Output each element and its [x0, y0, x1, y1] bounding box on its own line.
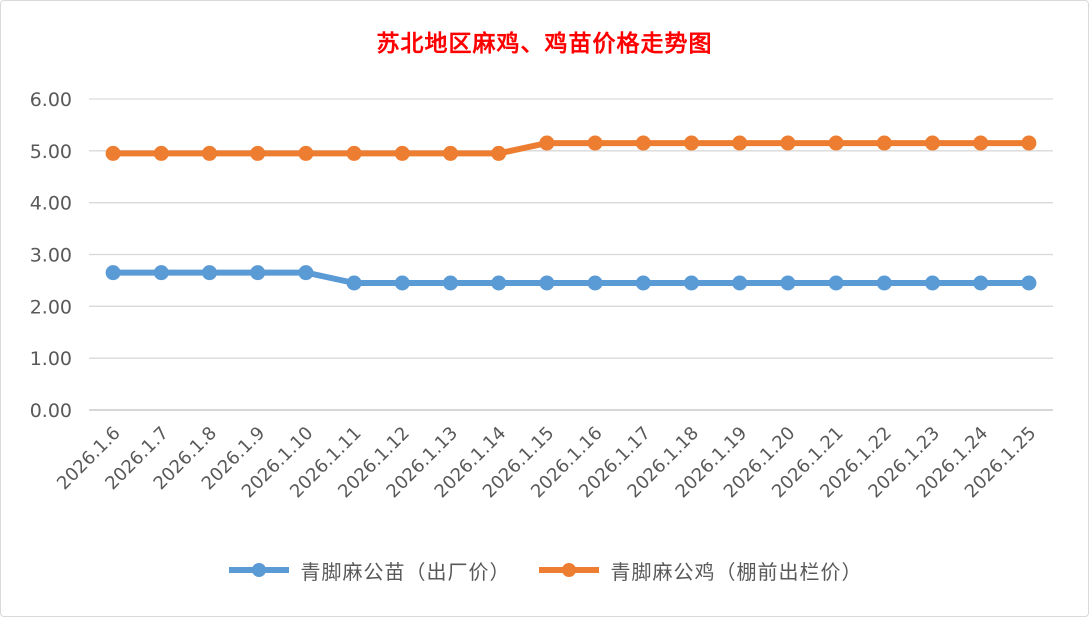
data-point-series-1[interactable]: [105, 265, 121, 281]
legend-label-series-2: 青脚麻公鸡（棚前出栏价）: [610, 559, 863, 584]
legend-label-series-1: 青脚麻公苗（出厂价）: [300, 559, 511, 584]
data-point-series-2[interactable]: [491, 145, 507, 161]
data-point-series-2[interactable]: [1021, 135, 1037, 151]
data-point-series-1[interactable]: [298, 265, 314, 281]
data-point-series-1[interactable]: [732, 275, 748, 291]
legend-marker-series-2: [538, 563, 599, 577]
legend-marker-series-1: [228, 563, 289, 577]
data-point-series-2[interactable]: [925, 135, 940, 151]
data-point-series-2[interactable]: [876, 135, 892, 151]
data-point-series-1[interactable]: [346, 275, 362, 291]
legend-item-series-1[interactable]: 青脚麻公苗（出厂价）: [227, 556, 511, 585]
data-point-series-2[interactable]: [973, 135, 989, 151]
data-point-series-1[interactable]: [250, 265, 266, 281]
data-point-series-2[interactable]: [443, 145, 458, 161]
data-point-series-2[interactable]: [684, 135, 699, 151]
data-point-series-1[interactable]: [394, 275, 410, 291]
series-line-2: [110, 140, 1032, 157]
y-axis-ticks: 0.00 1.00 2.00 3.00 4.00 5.00 6.00: [30, 89, 72, 422]
data-point-series-1[interactable]: [1021, 275, 1037, 291]
series-line-1: [110, 269, 1032, 286]
data-point-series-1[interactable]: [876, 275, 892, 291]
data-point-series-2[interactable]: [250, 145, 266, 161]
data-point-series-2[interactable]: [587, 135, 603, 151]
data-point-series-1[interactable]: [828, 275, 844, 291]
data-point-series-2[interactable]: [635, 135, 651, 151]
data-point-series-2[interactable]: [202, 145, 217, 161]
data-point-series-2[interactable]: [539, 135, 555, 151]
data-point-series-1[interactable]: [780, 275, 796, 291]
data-point-series-2[interactable]: [828, 135, 844, 151]
series-lines: [110, 140, 1032, 286]
data-point-series-1[interactable]: [153, 265, 169, 281]
y-tick-label: 2.00: [30, 296, 72, 318]
y-tick-label: 5.00: [30, 141, 72, 163]
data-point-series-2[interactable]: [298, 145, 314, 161]
y-tick-label: 4.00: [30, 193, 72, 215]
data-point-series-1[interactable]: [684, 275, 699, 291]
data-point-series-1[interactable]: [491, 275, 507, 291]
y-tick-label: 3.00: [30, 245, 72, 267]
data-point-series-1[interactable]: [973, 275, 989, 291]
y-tick-label: 0.00: [30, 400, 72, 422]
data-point-series-2[interactable]: [394, 145, 410, 161]
data-point-series-1[interactable]: [925, 275, 940, 291]
data-point-series-1[interactable]: [443, 275, 458, 291]
data-point-series-1[interactable]: [202, 265, 217, 281]
data-point-series-1[interactable]: [539, 275, 555, 291]
y-tick-label: 1.00: [30, 348, 72, 370]
data-point-series-1[interactable]: [587, 275, 603, 291]
data-point-series-2[interactable]: [732, 135, 748, 151]
legend-item-series-2[interactable]: 青脚麻公鸡（棚前出栏价）: [537, 556, 863, 585]
data-point-series-2[interactable]: [105, 145, 121, 161]
data-point-series-2[interactable]: [780, 135, 796, 151]
legend: 青脚麻公苗（出厂价） 青脚麻公鸡（棚前出栏价）: [0, 553, 1089, 587]
chart-title: 苏北地区麻鸡、鸡苗价格走势图: [376, 30, 713, 57]
data-point-series-2[interactable]: [153, 145, 169, 161]
y-tick-label: 6.00: [30, 89, 72, 111]
series-points: [105, 135, 1037, 291]
data-point-series-1[interactable]: [635, 275, 651, 291]
x-axis-ticks: 2026.1.62026.1.72026.1.82026.1.92026.1.1…: [53, 423, 1040, 503]
data-point-series-2[interactable]: [346, 145, 362, 161]
